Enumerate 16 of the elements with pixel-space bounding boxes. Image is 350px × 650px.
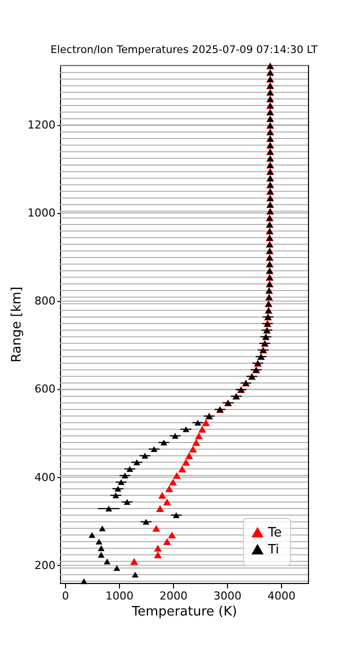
x-tick-label: 2000 — [160, 590, 188, 602]
y-tick-label: 600 — [34, 382, 56, 396]
chart-title: Electron/Ion Temperatures 2025-07-09 07:14:30 LT — [50, 44, 318, 56]
x-axis-title: Temperature (K) — [130, 604, 238, 620]
y-tick-label: 1200 — [28, 118, 56, 132]
legend-label: Ti — [267, 542, 280, 558]
x-tick-label: 4000 — [268, 590, 296, 602]
legend-label: Te — [267, 526, 282, 540]
x-tick-label: 1000 — [106, 590, 134, 602]
y-axis-title: Range [km] — [10, 286, 25, 362]
y-tick-label: 800 — [34, 294, 56, 308]
x-tick-label: 3000 — [214, 590, 242, 602]
y-tick-label: 200 — [34, 558, 56, 572]
y-tick-label: 1000 — [28, 206, 56, 220]
x-tick-label: 0 — [62, 590, 70, 602]
y-tick-label: 400 — [34, 470, 56, 484]
